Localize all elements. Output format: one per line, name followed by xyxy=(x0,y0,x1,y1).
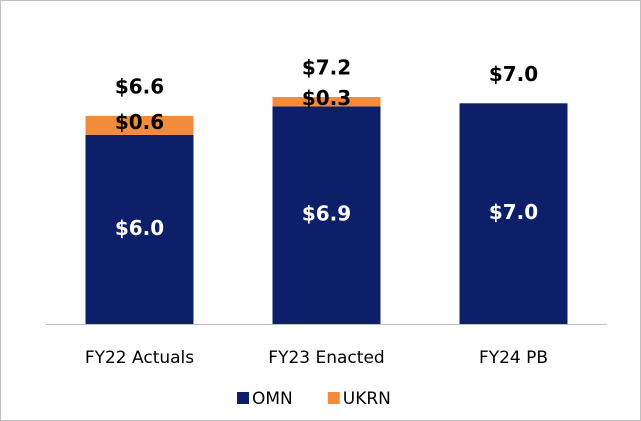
value-label: $0.6 xyxy=(115,110,164,134)
bar-segment xyxy=(85,115,194,135)
x-tick-label: FY23 Enacted xyxy=(268,348,384,368)
bar-segment xyxy=(272,97,381,107)
legend-label: UKRN xyxy=(343,389,391,409)
bar-segment xyxy=(459,103,568,324)
legend-swatch xyxy=(327,392,340,404)
legend-swatch xyxy=(237,392,249,404)
value-label: $6.9 xyxy=(302,202,351,226)
total-label: $6.6 xyxy=(115,74,164,98)
value-label: $0.3 xyxy=(302,86,351,110)
bar-segment xyxy=(85,134,194,324)
total-label: $7.2 xyxy=(302,56,351,80)
total-label: $7.0 xyxy=(489,62,538,86)
value-label: $7.0 xyxy=(489,200,538,224)
value-label: $6.0 xyxy=(115,216,164,240)
legend-label: OMN xyxy=(252,389,293,409)
x-tick-label: FY24 PB xyxy=(479,348,548,368)
bar-segment xyxy=(272,106,381,324)
x-tick-label: FY22 Actuals xyxy=(85,348,194,368)
